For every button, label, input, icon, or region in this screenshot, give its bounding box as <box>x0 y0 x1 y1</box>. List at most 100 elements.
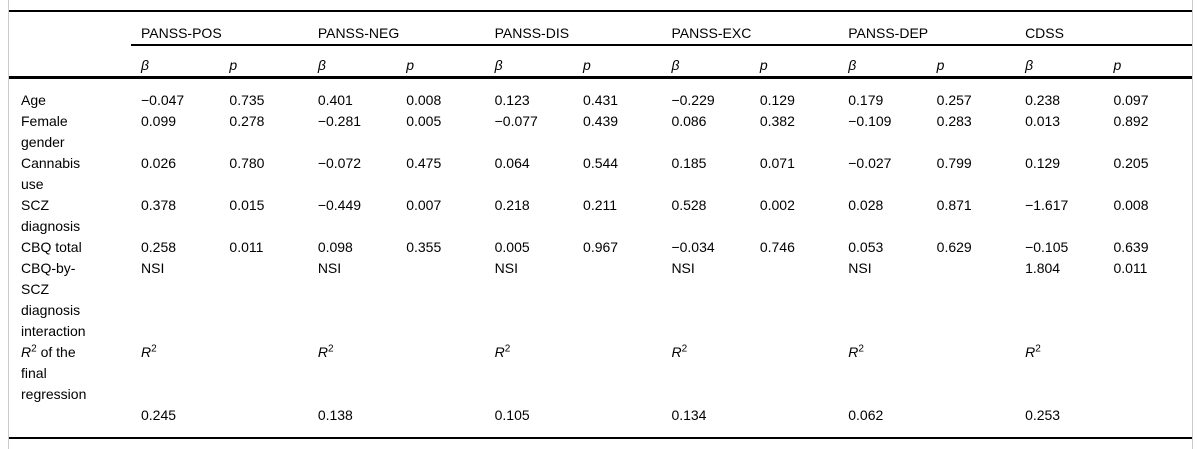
value-cell <box>219 405 307 438</box>
group-header-panss-dep: PANSS-DEP <box>838 11 1016 46</box>
p-subheader-panss-exc: p <box>749 45 839 79</box>
regression-results-table: PANSS-POS PANSS-NEG PANSS-DIS PANSS-EXC PANS… <box>9 10 1192 439</box>
value-cell: 0.780 <box>229 155 265 171</box>
row-label: SCZ diagnosis <box>21 197 81 234</box>
value-cell <box>219 258 307 342</box>
p-subheader-panss-neg: p <box>396 45 485 79</box>
table-header: PANSS-POS PANSS-NEG PANSS-DIS PANSS-EXC PANS… <box>9 11 1192 79</box>
group-header-panss-dis: PANSS-DIS <box>484 11 662 46</box>
value-cell: 0.011 <box>229 239 264 255</box>
corner-cell <box>9 11 131 45</box>
value-cell: 0.015 <box>229 197 265 213</box>
value-cell: 0.378 <box>141 197 177 213</box>
value-cell: 0.008 <box>1113 197 1149 213</box>
value-cell: −0.281 <box>317 113 362 129</box>
value-cell: −0.109 <box>848 113 892 129</box>
value-cell: 0.134 <box>671 407 707 423</box>
value-cell: 0.892 <box>1113 113 1149 129</box>
beta-subheader-panss-neg: β <box>307 45 397 79</box>
value-cell: 0.475 <box>406 155 442 171</box>
table-row: CBQ-by-SCZ diagnosis interaction NSI NSI NS… <box>9 258 1192 342</box>
table-row: Cannabis use 0.026 0.780 −0.072 0.475 0.064 0.… <box>9 153 1192 195</box>
value-cell: R2 <box>671 343 688 360</box>
value-cell: 0.205 <box>1113 155 1149 171</box>
value-cell: 0.746 <box>759 239 795 255</box>
value-cell <box>396 342 484 405</box>
value-cell: 0.258 <box>141 239 177 255</box>
group-header-panss-neg: PANSS-NEG <box>307 11 485 46</box>
value-cell: 0.245 <box>141 407 177 423</box>
value-cell: −0.072 <box>317 155 362 171</box>
value-cell <box>750 258 838 342</box>
value-cell: 0.528 <box>671 197 707 213</box>
value-cell: 0.064 <box>494 155 530 171</box>
value-cell: 0.253 <box>1025 407 1061 423</box>
value-cell: 0.005 <box>494 239 530 255</box>
value-cell: −0.027 <box>848 155 892 171</box>
value-cell: 0.005 <box>406 113 442 129</box>
p-subheader-panss-pos: p <box>219 45 308 79</box>
value-cell: 0.639 <box>1113 239 1149 255</box>
group-header-panss-pos: PANSS-POS <box>131 11 308 46</box>
value-cell: 0.011 <box>1113 260 1148 276</box>
value-cell: R2 <box>848 343 864 360</box>
table-body: Age −0.047 0.735 0.401 0.008 0.123 0.431 −0.229… <box>9 78 1192 439</box>
value-cell: 0.544 <box>583 155 619 171</box>
value-cell: 0.008 <box>406 92 442 108</box>
value-cell: 1.804 <box>1025 260 1061 276</box>
subheader-corner-cell <box>9 45 131 79</box>
value-cell: −0.449 <box>317 197 362 213</box>
p-subheader-panss-dep: p <box>926 45 1016 79</box>
row-label: Female gender <box>21 113 68 150</box>
table-row: R2 of the final regression R2 R2 R2 R2 R2 R2 <box>9 342 1192 405</box>
beta-subheader-panss-dis: β <box>484 45 574 79</box>
value-cell: 0.735 <box>229 92 265 108</box>
value-cell: 0.086 <box>671 113 707 129</box>
value-cell: NSI <box>848 260 872 276</box>
value-cell: 0.401 <box>317 92 353 108</box>
value-cell <box>927 258 1015 342</box>
row-label: Age <box>21 92 46 108</box>
table-row: Age −0.047 0.735 0.401 0.008 0.123 0.431 −0.229… <box>9 78 1192 112</box>
row-label <box>9 405 131 438</box>
value-cell: 0.098 <box>317 239 353 255</box>
row-label: CBQ total <box>21 239 82 255</box>
value-cell: 0.431 <box>583 92 619 108</box>
group-header-panss-exc: PANSS-EXC <box>661 11 839 46</box>
value-cell: R2 <box>494 343 511 360</box>
value-cell: 0.129 <box>1025 155 1061 171</box>
value-cell: R2 <box>317 343 334 360</box>
table-frame: PANSS-POS PANSS-NEG PANSS-DIS PANSS-EXC PANS… <box>8 0 1193 449</box>
beta-subheader-panss-dep: β <box>838 45 927 79</box>
p-subheader-panss-dis: p <box>573 45 662 79</box>
value-cell: 0.138 <box>317 407 353 423</box>
value-cell: 0.185 <box>671 155 707 171</box>
value-cell: 0.123 <box>494 92 530 108</box>
value-cell: NSI <box>317 260 342 276</box>
value-cell: 0.629 <box>936 239 972 255</box>
beta-subheader-panss-pos: β <box>131 45 220 79</box>
value-cell: 0.382 <box>759 113 795 129</box>
value-cell: −0.047 <box>141 92 185 108</box>
value-cell: −0.034 <box>671 239 715 255</box>
value-cell: 0.439 <box>583 113 619 129</box>
value-cell: −0.105 <box>1025 239 1069 255</box>
table-row: CBQ total 0.258 0.011 0.098 0.355 0.005 0.967 −… <box>9 237 1192 258</box>
p-subheader-cdss: p <box>1103 45 1192 79</box>
value-cell <box>396 258 484 342</box>
value-cell: 0.967 <box>583 239 619 255</box>
value-cell: −0.229 <box>671 92 715 108</box>
value-cell: 0.218 <box>494 197 530 213</box>
value-cell: −0.077 <box>494 113 538 129</box>
group-header-cdss: CDSS <box>1015 11 1192 46</box>
value-cell: 0.007 <box>406 197 442 213</box>
value-cell <box>573 258 661 342</box>
value-cell: 0.026 <box>141 155 177 171</box>
value-cell <box>1103 405 1192 438</box>
value-cell: 0.278 <box>229 113 265 129</box>
group-header-row: PANSS-POS PANSS-NEG PANSS-DIS PANSS-EXC PANS… <box>9 11 1192 46</box>
value-cell: 0.355 <box>406 239 442 255</box>
value-cell: 0.105 <box>494 407 530 423</box>
